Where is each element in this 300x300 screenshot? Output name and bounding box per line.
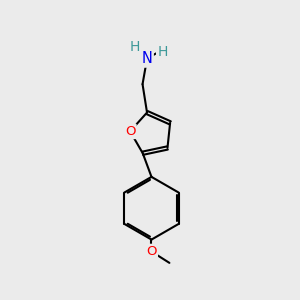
Text: N: N [142,51,152,66]
Text: H: H [158,45,168,58]
Text: H: H [129,40,140,54]
Text: O: O [146,245,157,258]
Text: O: O [125,125,135,138]
